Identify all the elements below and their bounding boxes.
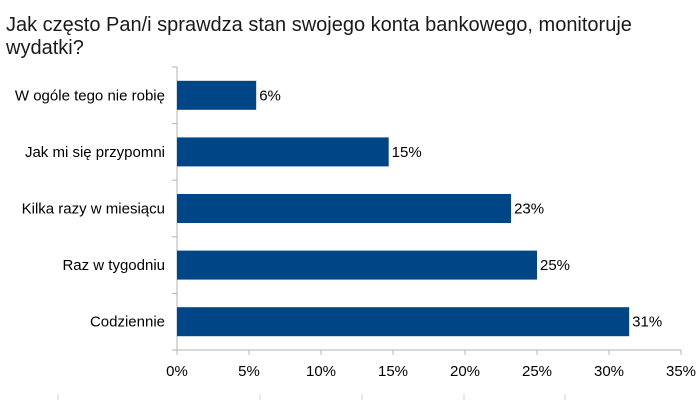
axes [57, 66, 682, 400]
data-label: 23% [514, 201, 544, 218]
bar [177, 80, 257, 110]
x-tick-label: 35% [666, 363, 696, 380]
bar [177, 194, 512, 223]
data-label: 31% [632, 314, 662, 331]
bar [177, 250, 537, 280]
x-tick-label: 10% [306, 363, 336, 380]
category-label: Codziennie [90, 314, 165, 331]
data-label: 6% [259, 87, 281, 104]
x-tick-label: 20% [450, 363, 480, 380]
category-label: Kilka razy w miesiącu [22, 201, 165, 218]
x-tick-label: 30% [594, 363, 624, 380]
x-tick-label: 5% [238, 363, 260, 380]
data-label: 25% [540, 257, 570, 274]
bars [177, 80, 630, 337]
x-tick-label: 25% [522, 363, 552, 380]
category-label: Raz w tygodniu [62, 257, 165, 274]
data-label: 15% [392, 144, 422, 161]
labels: 0% 5% 10% 15% 20% 25% 30% 35% W ogóle tego nie r… [15, 87, 696, 380]
x-tick-label: 15% [378, 363, 408, 380]
x-tick-label: 0% [166, 363, 188, 380]
category-label: Jak mi się przypomni [25, 144, 165, 161]
bar [177, 137, 389, 167]
bar [177, 307, 630, 337]
category-label: W ogóle tego nie robię [15, 87, 165, 104]
chart-title: Jak często Pan/i sprawdza stan swojego k… [6, 14, 632, 59]
